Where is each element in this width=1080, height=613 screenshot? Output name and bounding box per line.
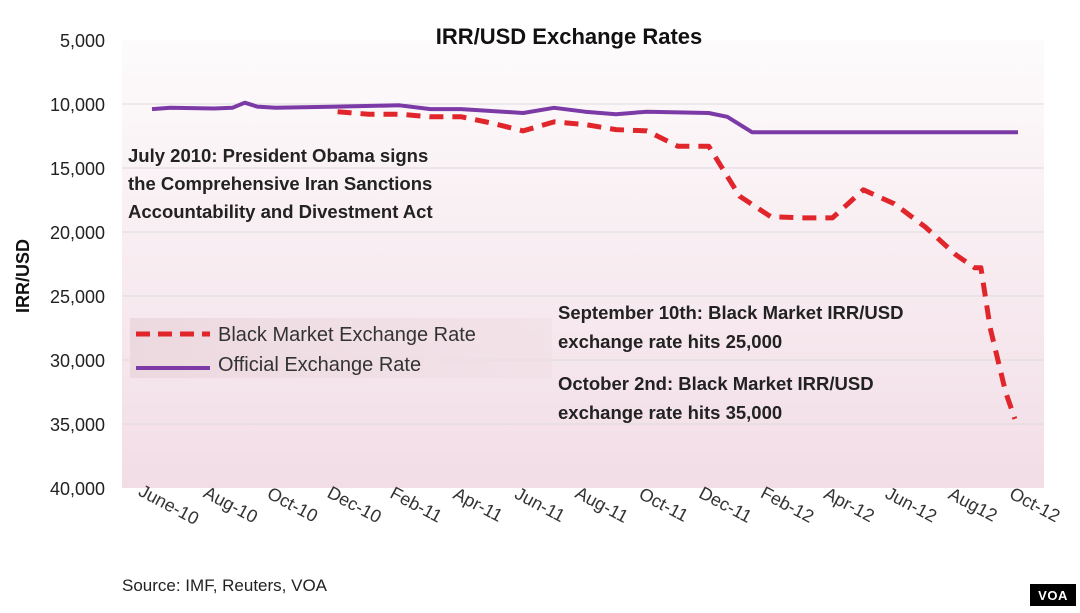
- x-tick-label: Apr-11: [450, 484, 506, 526]
- y-tick-label: 35,000: [50, 415, 105, 435]
- annotation-line: Accountability and Divestment Act: [128, 201, 433, 222]
- series: [151, 100, 1018, 420]
- legend: Black Market Exchange Rate Official Exch…: [130, 318, 552, 378]
- x-tick-label: Aug12: [945, 484, 1000, 526]
- x-tick-label: Jun-11: [512, 483, 569, 526]
- chart-title: IRR/USD Exchange Rates: [436, 24, 703, 49]
- y-tick-label: 5,000: [60, 31, 105, 51]
- x-tick-label: Oct-10: [264, 483, 321, 526]
- voa-logo: VOA: [1030, 584, 1076, 606]
- y-tick-label: 40,000: [50, 479, 105, 499]
- x-tick-label: Dec-11: [696, 483, 755, 527]
- x-tick-label: Aug-11: [572, 483, 631, 527]
- source-note: Source: IMF, Reuters, VOA: [122, 576, 328, 595]
- y-tick-label: 30,000: [50, 351, 105, 371]
- series-line-official: [151, 100, 1018, 135]
- annotation-october: October 2nd: Black Market IRR/USD exchan…: [558, 373, 874, 423]
- annotation-september: September 10th: Black Market IRR/USD exc…: [558, 302, 903, 352]
- y-tick-label: 25,000: [50, 287, 105, 307]
- plot-background: [122, 40, 1044, 488]
- annotation-line: July 2010: President Obama signs: [128, 145, 428, 166]
- legend-label-black-market: Black Market Exchange Rate: [218, 324, 476, 346]
- y-tick-label: 20,000: [50, 223, 105, 243]
- annotation-sanctions: July 2010: President Obama signs the Com…: [128, 145, 433, 222]
- annotation-line: October 2nd: Black Market IRR/USD: [558, 373, 874, 394]
- annotation-line: September 10th: Black Market IRR/USD: [558, 302, 903, 323]
- grid: [122, 103, 1044, 425]
- annotation-line: exchange rate hits 35,000: [558, 402, 782, 423]
- y-axis-label: IRR/USD: [13, 239, 33, 313]
- x-tick-label: Dec-10: [324, 482, 385, 527]
- legend-label-official: Official Exchange Rate: [218, 354, 421, 376]
- x-tick-label: Feb-12: [758, 482, 818, 526]
- x-tick-label: Apr-12: [821, 483, 878, 526]
- y-tick-label: 10,000: [50, 95, 105, 115]
- annotation-line: exchange rate hits 25,000: [558, 331, 782, 352]
- x-tick-label: Feb-11: [387, 483, 446, 527]
- y-tick-label: 15,000: [50, 159, 105, 179]
- x-tick-label: Aug-10: [200, 482, 261, 527]
- annotation-line: the Comprehensive Iran Sanctions: [128, 173, 432, 194]
- x-tick-label: Jun-12: [882, 483, 940, 527]
- x-tick-label: Oct-12: [1006, 483, 1063, 526]
- x-tick-label: Oct-11: [636, 484, 692, 526]
- y-axis-ticks: 5,000 10,000 15,000 20,000 25,000 30,000 35,00…: [50, 31, 105, 499]
